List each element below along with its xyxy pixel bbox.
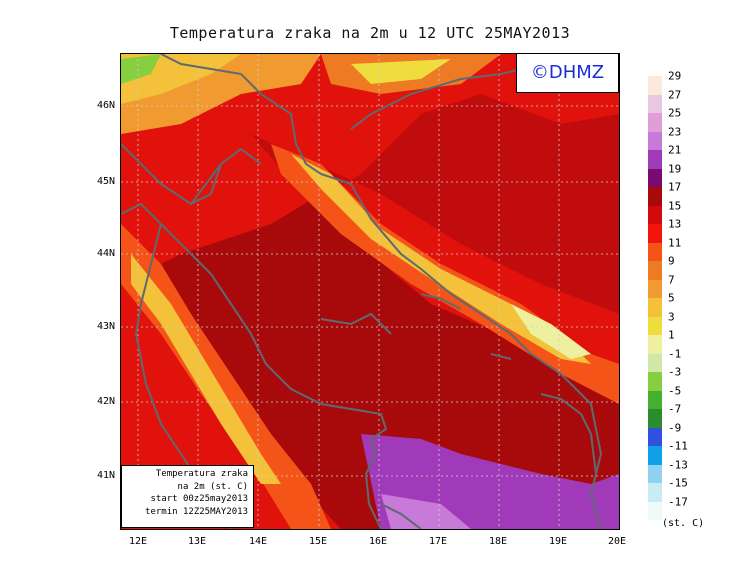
legend-color-box — [648, 298, 662, 317]
x-tick-label: 14E — [248, 536, 268, 547]
legend-color-box — [648, 279, 662, 298]
map-title: Temperatura zraka na 2m u 12 UTC 25MAY20… — [169, 24, 571, 42]
legend-label: 13 — [668, 217, 682, 231]
y-tick-label: 44N — [96, 248, 115, 259]
x-tick-label: 18E — [488, 536, 508, 547]
legend-label: 17 — [668, 180, 682, 194]
legend-color-box — [648, 187, 662, 206]
legend-color-box — [648, 446, 662, 465]
info-line: start 00z25may2013 — [150, 494, 248, 504]
legend-label: 3 — [668, 310, 675, 323]
y-tick-label: 43N — [96, 321, 115, 332]
legend-label: -15 — [668, 476, 688, 490]
legend-color-box — [648, 390, 662, 409]
legend-color-box — [648, 76, 662, 95]
y-tick-label: 42N — [96, 396, 115, 407]
legend-color-box — [648, 501, 662, 520]
info-line: termin 12Z25MAY2013 — [145, 506, 248, 517]
legend-label: -11 — [668, 439, 688, 453]
legend-unit: (st. C) — [662, 518, 705, 529]
legend-label: 25 — [668, 106, 682, 120]
y-tick-label: 45N — [96, 176, 115, 187]
legend-color-box — [648, 372, 662, 391]
legend-color-box — [648, 113, 662, 132]
legend-label: 21 — [668, 143, 682, 157]
x-tick-label: 17E — [428, 536, 448, 547]
legend-color-box — [648, 150, 662, 169]
legend-label: -13 — [668, 458, 688, 471]
copyright-badge: ©DHMZ — [516, 53, 619, 93]
legend-color-box — [648, 94, 662, 113]
info-line: na 2m (st. C) — [177, 481, 248, 492]
legend-label: 1 — [668, 328, 675, 342]
legend-label: 9 — [668, 254, 675, 268]
temperature-map — [120, 53, 620, 530]
legend-color-box — [648, 205, 662, 224]
info-box: Temperatura zraka na 2m (st. C) start 00… — [121, 465, 254, 528]
y-tick-label: 41N — [96, 470, 115, 481]
legend-color-box — [648, 316, 662, 335]
legend-label: -1 — [668, 347, 682, 360]
legend-label: -9 — [668, 421, 682, 434]
legend-label: 29 — [668, 69, 682, 83]
legend-label: 15 — [668, 199, 682, 212]
legend-label: -17 — [668, 495, 688, 508]
legend-color-box — [648, 242, 662, 261]
legend-color-box — [648, 427, 662, 446]
legend-color-box — [648, 168, 662, 187]
x-tick-label: 16E — [368, 536, 388, 547]
legend-color-box — [648, 464, 662, 483]
legend-color-box — [648, 131, 662, 150]
info-line: Temperatura zraka — [155, 469, 248, 479]
legend-label: 27 — [668, 88, 682, 101]
legend-color-box — [648, 483, 662, 502]
legend-label: 7 — [668, 273, 675, 286]
legend-label: -5 — [668, 384, 682, 397]
x-tick-label: 19E — [548, 536, 568, 547]
legend-label: 23 — [668, 125, 682, 138]
x-tick-label: 12E — [128, 536, 148, 547]
legend-label: 5 — [668, 291, 675, 305]
legend-label: 19 — [668, 162, 682, 175]
legend-color-box — [648, 335, 662, 354]
legend-label: -3 — [668, 365, 682, 379]
legend-label: -7 — [668, 402, 682, 416]
legend-color-box — [648, 261, 662, 280]
legend-color-box — [648, 409, 662, 428]
x-tick-label: 15E — [308, 536, 328, 547]
x-tick-label: 13E — [187, 536, 207, 547]
legend-color-box — [648, 353, 662, 372]
y-tick-label: 46N — [96, 100, 115, 111]
x-tick-label: 20E — [607, 536, 627, 547]
legend-label: 11 — [668, 236, 682, 249]
legend-color-box — [648, 224, 662, 243]
